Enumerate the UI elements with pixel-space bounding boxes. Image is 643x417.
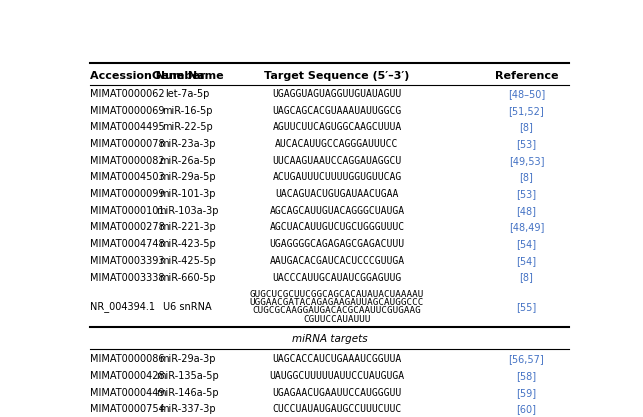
Text: MIMAT0004503: MIMAT0004503 <box>90 172 165 182</box>
Text: miR-29a-5p: miR-29a-5p <box>159 172 216 182</box>
Text: miR-26a-5p: miR-26a-5p <box>159 156 216 166</box>
Text: U6 snRNA: U6 snRNA <box>163 302 212 312</box>
Text: [48–50]: [48–50] <box>508 89 545 99</box>
Text: miRNA targets: miRNA targets <box>292 334 367 344</box>
Text: GUGCUCGCUUCGGCAGCACAUAUACUAAAAU: GUGCUCGCUUCGGCAGCACAUAUACUAAAAU <box>250 290 424 299</box>
Text: UGAGGUAGUAGGUUGUAUAGUU: UGAGGUAGUAGGUUGUAUAGUU <box>273 89 402 99</box>
Text: miR-103a-3p: miR-103a-3p <box>156 206 219 216</box>
Text: MIMAT0000428: MIMAT0000428 <box>90 371 165 381</box>
Text: UGGAACGATACAGAGAAGAUUAGCAUGGCCC: UGGAACGATACAGAGAAGAUUAGCAUGGCCC <box>250 298 424 307</box>
Text: let-7a-5p: let-7a-5p <box>165 89 210 99</box>
Text: UACCCAUUGCAUAUCGGAGUUG: UACCCAUUGCAUAUCGGAGUUG <box>273 273 402 283</box>
Text: Gene Name: Gene Name <box>152 71 223 81</box>
Text: Reference: Reference <box>494 71 558 81</box>
Text: MIMAT0000754: MIMAT0000754 <box>90 404 165 414</box>
Text: UACAGUACUGUGAUAACUGAA: UACAGUACUGUGAUAACUGAA <box>275 189 399 199</box>
Text: [59]: [59] <box>516 388 536 398</box>
Text: MIMAT0000099: MIMAT0000099 <box>90 189 165 199</box>
Text: [53]: [53] <box>516 139 536 149</box>
Text: MIMAT0000082: MIMAT0000082 <box>90 156 165 166</box>
Text: CUCCUAUAUGAUGCCUUUCUUC: CUCCUAUAUGAUGCCUUUCUUC <box>273 404 402 414</box>
Text: [60]: [60] <box>516 404 536 414</box>
Text: MIMAT0000069: MIMAT0000069 <box>90 106 165 116</box>
Text: [48,49]: [48,49] <box>509 223 544 232</box>
Text: Target Sequence (5′–3′): Target Sequence (5′–3′) <box>264 71 410 81</box>
Text: [8]: [8] <box>520 172 533 182</box>
Text: CUGCGCAAGGAUGACACGCAAUUCGUGAAG: CUGCGCAAGGAUGACACGCAAUUCGUGAAG <box>253 306 421 315</box>
Text: AAUGACACGAUCACUCCCGUUGA: AAUGACACGAUCACUCCCGUUGA <box>269 256 404 266</box>
Text: miR-16-5p: miR-16-5p <box>162 106 213 116</box>
Text: UGAGAACUGAAUUCCAUGGGUU: UGAGAACUGAAUUCCAUGGGUU <box>273 388 402 398</box>
Text: MIMAT0003338: MIMAT0003338 <box>90 273 165 283</box>
Text: ACUGAUUUCUUUUGGUGUUCAG: ACUGAUUUCUUUUGGUGUUCAG <box>273 172 402 182</box>
Text: MIMAT0003393: MIMAT0003393 <box>90 256 165 266</box>
Text: UGAGGGGCAGAGAGCGAGACUUU: UGAGGGGCAGAGAGCGAGACUUU <box>269 239 404 249</box>
Text: UAGCACCAUCUGAAAUCGGUUA: UAGCACCAUCUGAAAUCGGUUA <box>273 354 402 364</box>
Text: CGUUCCAUAUUU: CGUUCCAUAUUU <box>303 315 371 324</box>
Text: AGCUACAUUGUCUGCUGGGUUUC: AGCUACAUUGUCUGCUGGGUUUC <box>269 223 404 232</box>
Text: MIMAT0000278: MIMAT0000278 <box>90 223 165 232</box>
Text: [8]: [8] <box>520 122 533 132</box>
Text: AGCAGCAUUGUACAGGGCUAUGA: AGCAGCAUUGUACAGGGCUAUGA <box>269 206 404 216</box>
Text: [49,53]: [49,53] <box>509 156 544 166</box>
Text: MIMAT0004495: MIMAT0004495 <box>90 122 165 132</box>
Text: miR-135a-5p: miR-135a-5p <box>156 371 219 381</box>
Text: MIMAT0000086: MIMAT0000086 <box>90 354 165 364</box>
Text: UAGCAGCACGUAAAUAUUGGCG: UAGCAGCACGUAAAUAUUGGCG <box>273 106 402 116</box>
Text: MIMAT0000078: MIMAT0000078 <box>90 139 165 149</box>
Text: [53]: [53] <box>516 189 536 199</box>
Text: MIMAT0004748: MIMAT0004748 <box>90 239 165 249</box>
Text: miR-337-3p: miR-337-3p <box>159 404 216 414</box>
Text: [8]: [8] <box>520 273 533 283</box>
Text: AUCACAUUGCCAGGGAUUUCC: AUCACAUUGCCAGGGAUUUCC <box>275 139 399 149</box>
Text: miR-23a-3p: miR-23a-3p <box>159 139 216 149</box>
Text: [51,52]: [51,52] <box>509 106 544 116</box>
Text: [56,57]: [56,57] <box>509 354 544 364</box>
Text: [58]: [58] <box>516 371 536 381</box>
Text: MIMAT0000449: MIMAT0000449 <box>90 388 165 398</box>
Text: UAUGGCUUUUUAUUCCUAUGUGA: UAUGGCUUUUUAUUCCUAUGUGA <box>269 371 404 381</box>
Text: miR-221-3p: miR-221-3p <box>159 223 216 232</box>
Text: miR-29a-3p: miR-29a-3p <box>159 354 216 364</box>
Text: miR-425-5p: miR-425-5p <box>159 256 216 266</box>
Text: NR_004394.1: NR_004394.1 <box>90 301 156 312</box>
Text: MIMAT0000062: MIMAT0000062 <box>90 89 165 99</box>
Text: miR-22-5p: miR-22-5p <box>162 122 213 132</box>
Text: [48]: [48] <box>516 206 536 216</box>
Text: MIMAT0000101: MIMAT0000101 <box>90 206 165 216</box>
Text: UUCAAGUAAUCCAGGAUAGGCU: UUCAAGUAAUCCAGGAUAGGCU <box>273 156 402 166</box>
Text: [54]: [54] <box>516 239 536 249</box>
Text: [55]: [55] <box>516 302 536 312</box>
Text: miR-660-5p: miR-660-5p <box>159 273 216 283</box>
Text: miR-101-3p: miR-101-3p <box>159 189 216 199</box>
Text: Accession Number: Accession Number <box>90 71 206 81</box>
Text: AGUUCUUCAGUGGCAAGCUUUA: AGUUCUUCAGUGGCAAGCUUUA <box>273 122 402 132</box>
Text: [54]: [54] <box>516 256 536 266</box>
Text: miR-146a-5p: miR-146a-5p <box>156 388 219 398</box>
Text: miR-423-5p: miR-423-5p <box>159 239 216 249</box>
